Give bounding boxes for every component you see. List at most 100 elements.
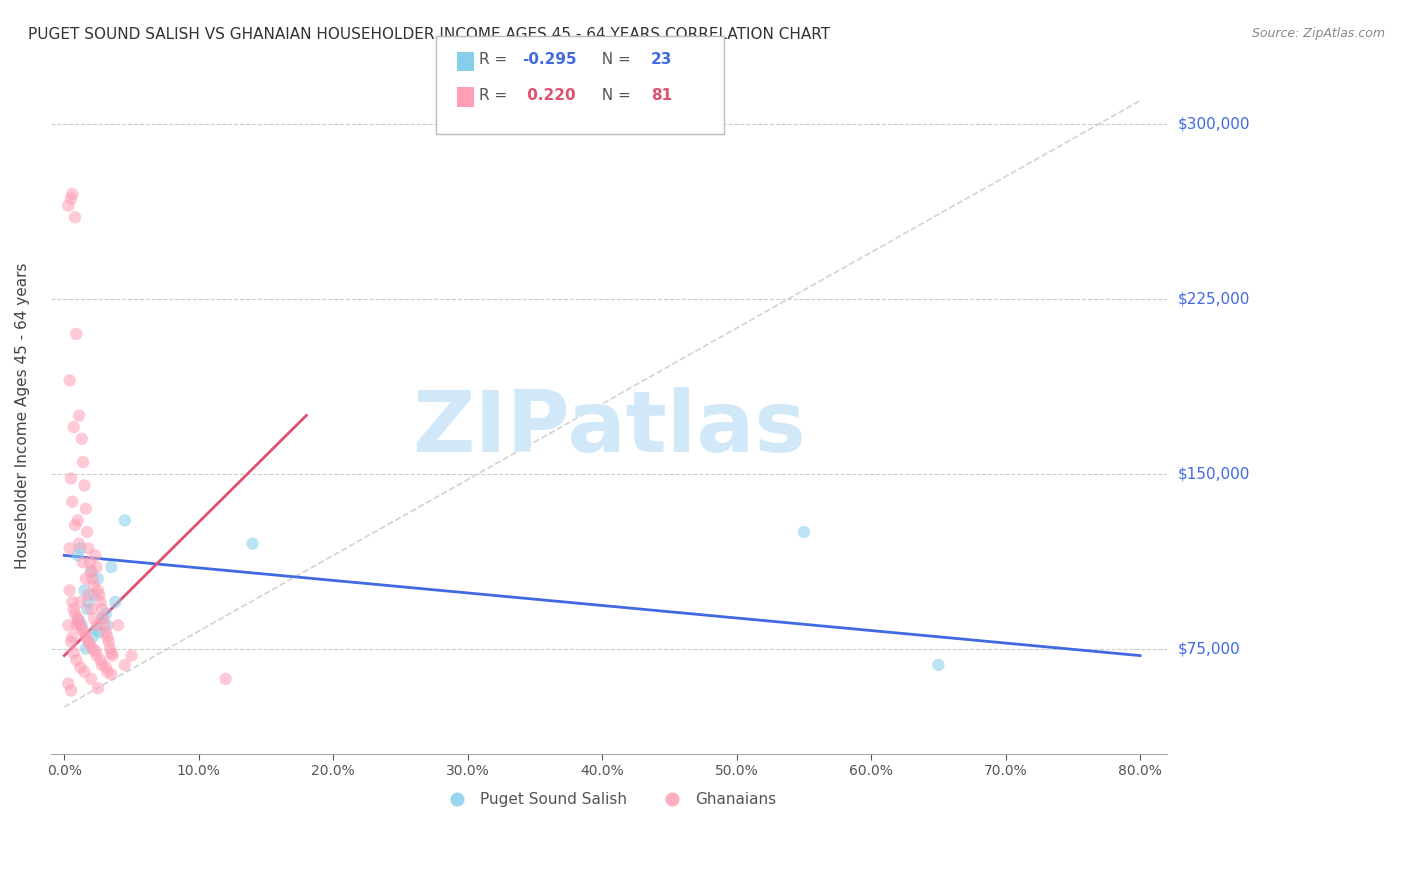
Point [65, 326, 87, 341]
Point [65, 653, 87, 667]
Point [76, 602, 98, 616]
Point [60, 471, 83, 485]
Point [89, 625, 111, 640]
Point [60, 494, 83, 508]
Point [67, 537, 90, 551]
Point [62, 420, 84, 434]
Point [59, 541, 82, 556]
Point [90, 653, 112, 667]
Point [82, 630, 104, 644]
Point [72, 455, 94, 469]
Point [75, 501, 97, 516]
Point [76, 524, 98, 539]
Point [66, 513, 89, 527]
Point [75, 641, 97, 656]
Point [63, 211, 86, 225]
Point [98, 641, 121, 656]
Point [94, 625, 117, 640]
Point [73, 625, 96, 640]
Point [83, 579, 105, 593]
Text: -0.295: -0.295 [522, 53, 576, 67]
Point [65, 618, 87, 632]
Text: N =: N = [592, 88, 636, 103]
Point [97, 634, 120, 648]
Point [104, 595, 127, 609]
Point [60, 634, 83, 648]
Point [94, 607, 117, 621]
Point [83, 611, 105, 625]
Text: $75,000: $75,000 [1178, 641, 1241, 657]
Point [84, 644, 107, 658]
Point [82, 641, 104, 656]
Point [80, 672, 103, 686]
Point [73, 665, 96, 679]
Point [87, 681, 110, 696]
Point [77, 595, 100, 609]
Text: 81: 81 [651, 88, 672, 103]
Text: N =: N = [592, 53, 636, 67]
Point [101, 648, 124, 663]
Point [87, 583, 110, 598]
Point [86, 648, 108, 663]
Point [59, 583, 82, 598]
Text: PUGET SOUND SALISH VS GHANAIAN HOUSEHOLDER INCOME AGES 45 - 64 YEARS CORRELATION: PUGET SOUND SALISH VS GHANAIAN HOUSEHOLD… [28, 27, 831, 42]
Point [69, 660, 91, 674]
Point [91, 657, 114, 672]
Point [114, 513, 136, 527]
Point [60, 186, 83, 201]
Point [70, 432, 93, 446]
Point [214, 672, 236, 686]
Point [67, 409, 90, 423]
Point [67, 614, 90, 628]
Point [73, 583, 96, 598]
Point [83, 588, 105, 602]
Point [121, 648, 143, 663]
Point [86, 618, 108, 632]
Point [89, 588, 111, 602]
Point [93, 618, 115, 632]
Point [242, 537, 264, 551]
Point [96, 618, 118, 632]
Point [927, 657, 949, 672]
Point [70, 618, 93, 632]
Point [62, 646, 84, 660]
Point [69, 595, 91, 609]
Point [62, 602, 84, 616]
Point [114, 657, 136, 672]
Point [73, 478, 96, 492]
Point [70, 623, 93, 637]
Text: $300,000: $300,000 [1178, 117, 1251, 131]
Point [79, 637, 101, 651]
Point [77, 588, 100, 602]
Text: 23: 23 [651, 53, 672, 67]
Point [82, 572, 104, 586]
Point [91, 602, 114, 616]
Point [60, 192, 83, 206]
Text: R =: R = [479, 88, 513, 103]
Point [66, 614, 89, 628]
Point [87, 572, 110, 586]
Point [63, 607, 86, 621]
Point [75, 630, 97, 644]
Point [69, 541, 91, 556]
Point [80, 565, 103, 579]
Point [79, 555, 101, 569]
Point [86, 560, 108, 574]
Point [91, 611, 114, 625]
Point [77, 541, 100, 556]
Point [84, 549, 107, 563]
Point [100, 667, 122, 681]
Point [100, 560, 122, 574]
Point [94, 660, 117, 674]
Text: Source: ZipAtlas.com: Source: ZipAtlas.com [1251, 27, 1385, 40]
Point [91, 611, 114, 625]
Point [59, 374, 82, 388]
Point [58, 676, 80, 690]
Text: ZIPatlas: ZIPatlas [412, 387, 806, 470]
Point [69, 618, 91, 632]
Point [80, 602, 103, 616]
Point [77, 634, 100, 648]
Point [63, 518, 86, 533]
Point [58, 618, 80, 632]
Point [60, 595, 83, 609]
